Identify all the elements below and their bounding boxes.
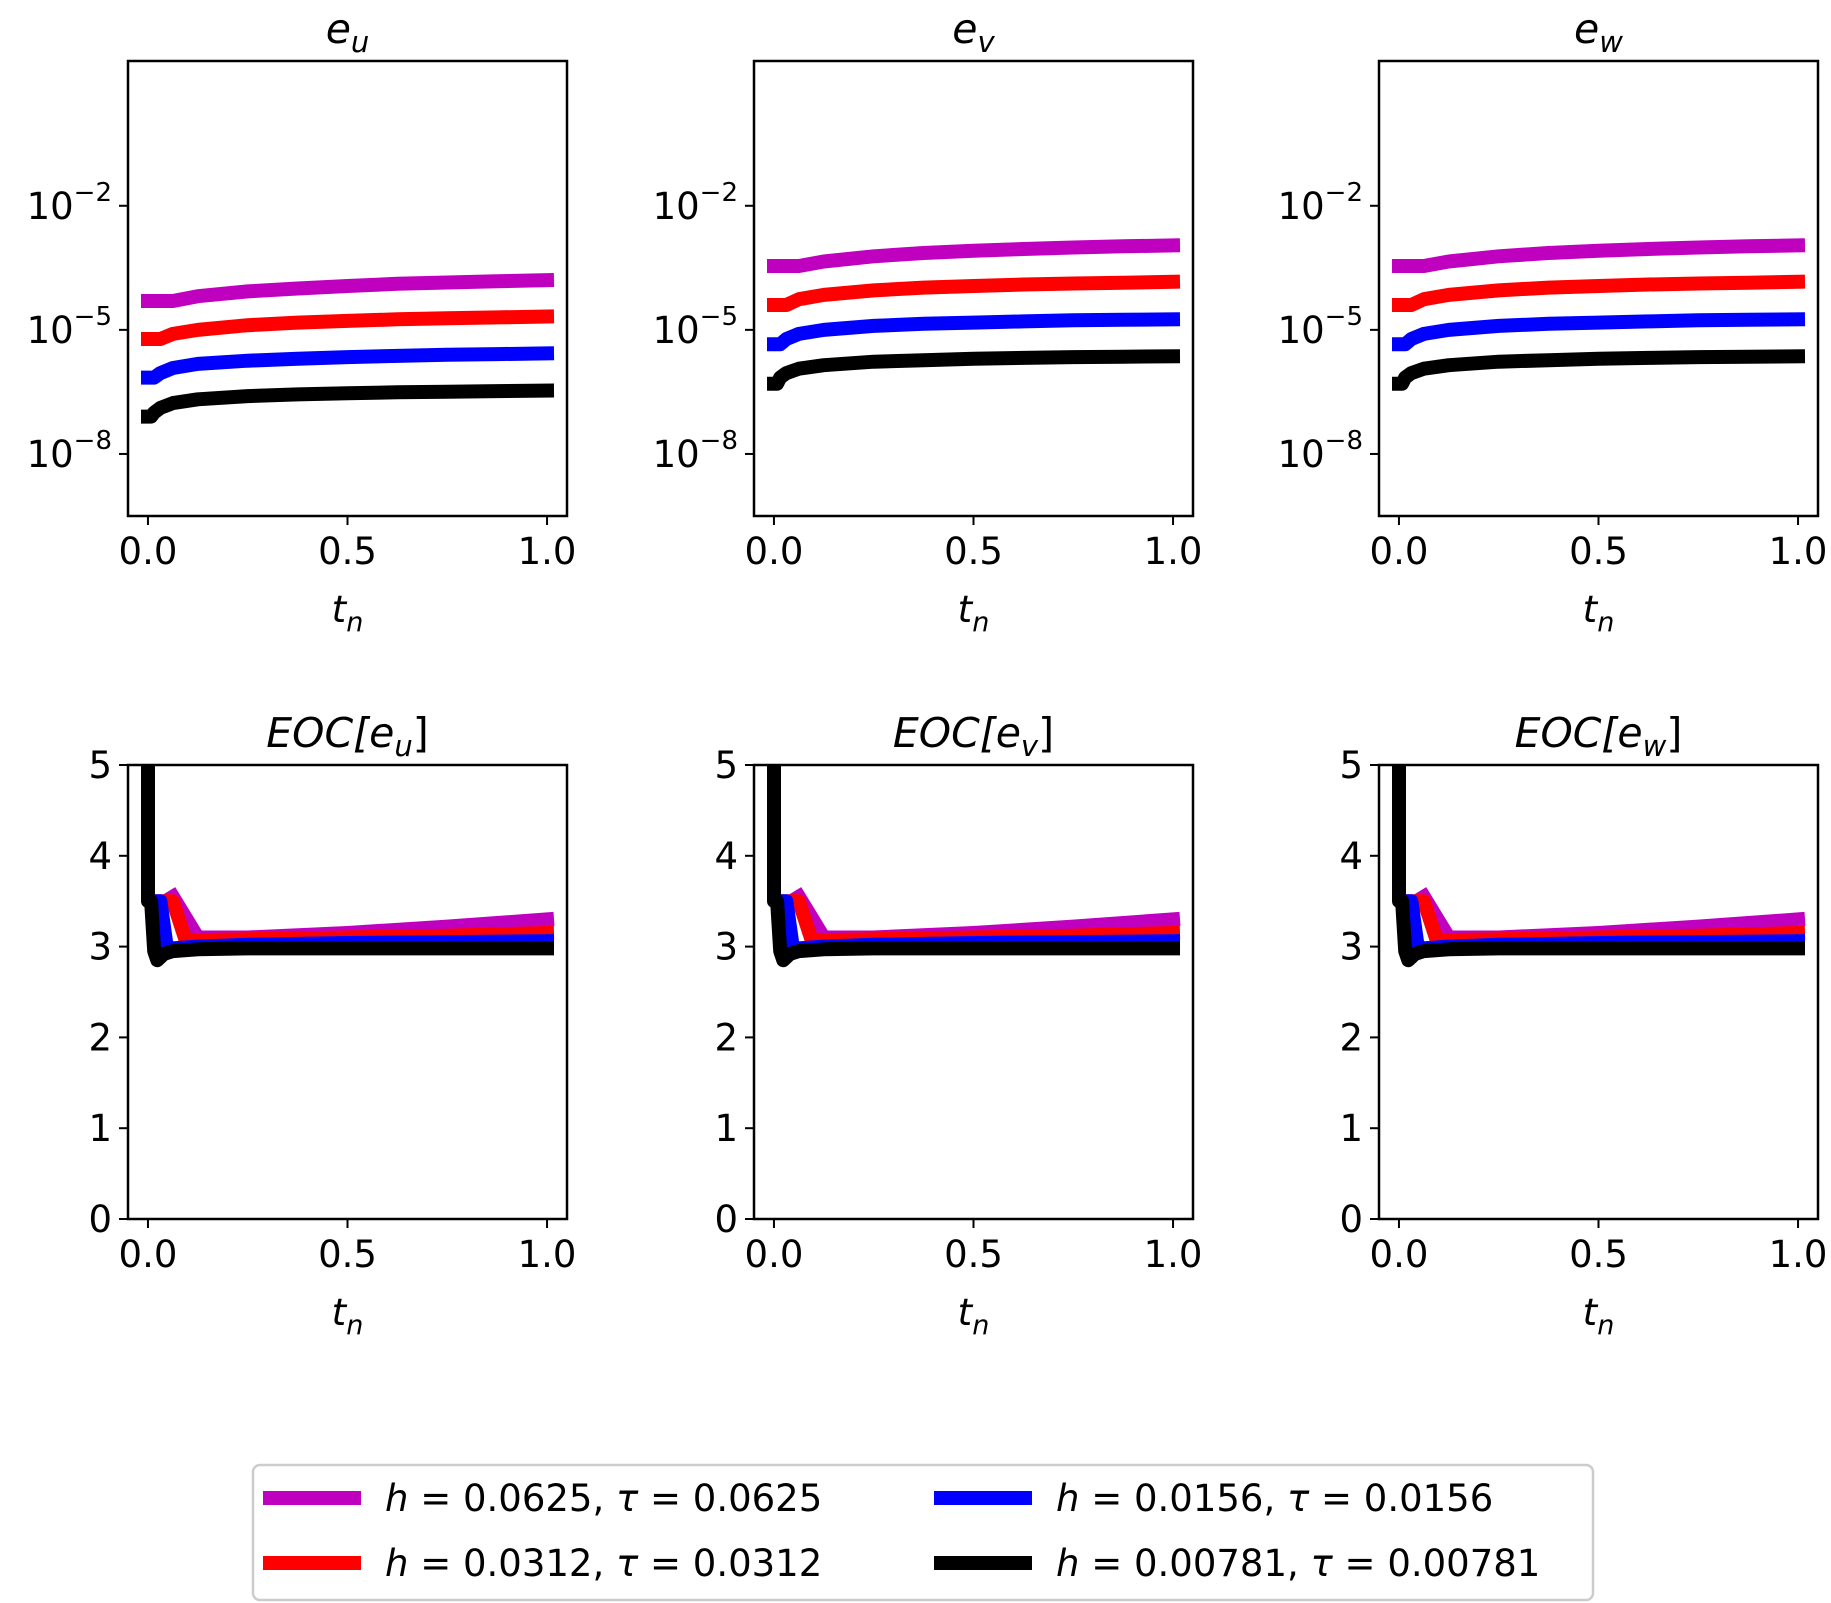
series-line-s0312 bbox=[767, 274, 1181, 312]
x-axis-label: tn bbox=[1583, 1291, 1615, 1341]
y-tick-label: 1 bbox=[88, 1107, 112, 1150]
x-axis-label: tn bbox=[332, 1291, 364, 1341]
x-axis-label: tn bbox=[1583, 588, 1615, 638]
x-tick-label: 0.0 bbox=[119, 1233, 178, 1276]
y-tick-label: 0 bbox=[88, 1198, 112, 1241]
y-tick-label: 10−8 bbox=[1278, 426, 1363, 476]
x-tick-label: 1.0 bbox=[1144, 530, 1203, 573]
y-tick-label: 3 bbox=[714, 926, 738, 969]
y-tick-label: 2 bbox=[1339, 1016, 1363, 1059]
series-line-s00781 bbox=[767, 765, 1180, 968]
legend-label: h = 0.0625, τ = 0.0625 bbox=[385, 1477, 822, 1520]
series-line-s00781 bbox=[141, 383, 555, 424]
x-tick-label: 0.0 bbox=[745, 1233, 804, 1276]
series-group bbox=[1392, 765, 1806, 968]
legend-entry: h = 0.00781, τ = 0.00781 bbox=[934, 1542, 1540, 1585]
series-line-s00781 bbox=[1392, 765, 1805, 968]
series-line-s0156 bbox=[767, 312, 1181, 352]
y-tick-label: 1 bbox=[714, 1107, 738, 1150]
y-tick-label: 10−5 bbox=[1278, 302, 1363, 352]
x-tick-label: 1.0 bbox=[1769, 530, 1828, 573]
series-group bbox=[767, 765, 1181, 968]
x-tick-label: 1.0 bbox=[1144, 1233, 1203, 1276]
y-tick-label: 10−8 bbox=[27, 426, 112, 476]
panel-title: ev bbox=[952, 5, 995, 59]
series-group bbox=[141, 765, 555, 968]
series-line-s0156 bbox=[141, 346, 555, 385]
panel-2: 0.0 0.5 1.0 10−2 10−5 10−8 ew tn bbox=[1278, 5, 1828, 638]
x-axis-label: tn bbox=[958, 588, 990, 638]
legend: h = 0.0625, τ = 0.0625 h = 0.0312, τ = 0.… bbox=[251, 1463, 1595, 1602]
x-tick-label: 1.0 bbox=[518, 530, 577, 573]
legend-entry: h = 0.0625, τ = 0.0625 bbox=[263, 1477, 822, 1520]
y-tick-label: 0 bbox=[714, 1198, 738, 1241]
x-tick-label: 0.0 bbox=[119, 530, 178, 573]
y-tick-label: 3 bbox=[88, 926, 112, 969]
x-tick-label: 1.0 bbox=[518, 1233, 577, 1276]
y-tick-label: 10−2 bbox=[653, 178, 738, 228]
x-tick-label: 0.5 bbox=[944, 1233, 1003, 1276]
series-group bbox=[141, 272, 555, 424]
series-line-s0312 bbox=[141, 309, 555, 346]
x-tick-label: 0.5 bbox=[1569, 530, 1628, 573]
panel-title: EOC[ev] bbox=[893, 709, 1054, 763]
y-tick-label: 5 bbox=[88, 744, 112, 787]
x-tick-label: 0.5 bbox=[318, 1233, 377, 1276]
x-tick-label: 0.5 bbox=[318, 530, 377, 573]
y-tick-label: 10−2 bbox=[1278, 178, 1363, 228]
legend-entry: h = 0.0156, τ = 0.0156 bbox=[934, 1477, 1493, 1520]
series-line-s00781 bbox=[1392, 349, 1806, 391]
y-tick-label: 4 bbox=[714, 835, 738, 878]
panel-title: EOC[ew] bbox=[1515, 709, 1683, 763]
y-tick-label: 10−5 bbox=[653, 302, 738, 352]
panel-title: EOC[eu] bbox=[266, 709, 428, 763]
y-tick-label: 4 bbox=[88, 835, 112, 878]
axes-frame bbox=[126, 763, 569, 1221]
x-tick-label: 0.5 bbox=[944, 530, 1003, 573]
y-tick-label: 0 bbox=[1339, 1198, 1363, 1241]
x-tick-label: 0.0 bbox=[1370, 1233, 1429, 1276]
series-line-s0625 bbox=[767, 238, 1181, 273]
series-line-s0156 bbox=[1392, 312, 1806, 352]
legend-label: h = 0.0156, τ = 0.0156 bbox=[1056, 1477, 1493, 1520]
series-line-s00781 bbox=[141, 765, 554, 968]
series-line-s0625 bbox=[1392, 238, 1806, 273]
x-axis-label: tn bbox=[958, 1291, 990, 1341]
y-tick-label: 2 bbox=[88, 1016, 112, 1059]
axes-frame bbox=[1377, 763, 1820, 1221]
panel-title: ew bbox=[1574, 5, 1623, 59]
series-group bbox=[1392, 238, 1806, 391]
panel-1: 0.0 0.5 1.0 10−2 10−5 10−8 ev tn bbox=[653, 5, 1203, 638]
x-tick-label: 1.0 bbox=[1769, 1233, 1828, 1276]
axes-frame bbox=[752, 763, 1195, 1221]
series-group bbox=[767, 238, 1181, 391]
y-tick-label: 1 bbox=[1339, 1107, 1363, 1150]
panel-3: 0.0 0.5 1.0 0 1 2 3 4 5 EOC[eu] tn bbox=[88, 709, 576, 1341]
y-tick-label: 10−8 bbox=[653, 426, 738, 476]
y-tick-label: 5 bbox=[714, 744, 738, 787]
y-tick-label: 3 bbox=[1339, 926, 1363, 969]
legend-label: h = 0.0312, τ = 0.0312 bbox=[385, 1542, 822, 1585]
y-tick-label: 5 bbox=[1339, 744, 1363, 787]
series-line-s0625 bbox=[141, 272, 555, 308]
x-tick-label: 0.5 bbox=[1569, 1233, 1628, 1276]
x-axis-label: tn bbox=[332, 588, 364, 638]
panel-title: eu bbox=[326, 5, 370, 59]
y-tick-label: 2 bbox=[714, 1016, 738, 1059]
panel-4: 0.0 0.5 1.0 0 1 2 3 4 5 EOC[ev] tn bbox=[714, 709, 1202, 1341]
series-line-s0312 bbox=[1392, 274, 1806, 312]
series-line-s00781 bbox=[767, 349, 1181, 391]
legend-label: h = 0.00781, τ = 0.00781 bbox=[1056, 1542, 1540, 1585]
x-tick-label: 0.0 bbox=[745, 530, 804, 573]
y-tick-label: 10−5 bbox=[27, 302, 112, 352]
panel-5: 0.0 0.5 1.0 0 1 2 3 4 5 EOC[ew] tn bbox=[1339, 709, 1827, 1341]
y-tick-label: 4 bbox=[1339, 835, 1363, 878]
legend-box bbox=[251, 1463, 1595, 1602]
y-tick-label: 10−2 bbox=[27, 178, 112, 228]
x-tick-label: 0.0 bbox=[1370, 530, 1429, 573]
panel-0: 0.0 0.5 1.0 10−2 10−5 10−8 eu tn bbox=[27, 5, 577, 638]
legend-entry: h = 0.0312, τ = 0.0312 bbox=[263, 1542, 822, 1585]
